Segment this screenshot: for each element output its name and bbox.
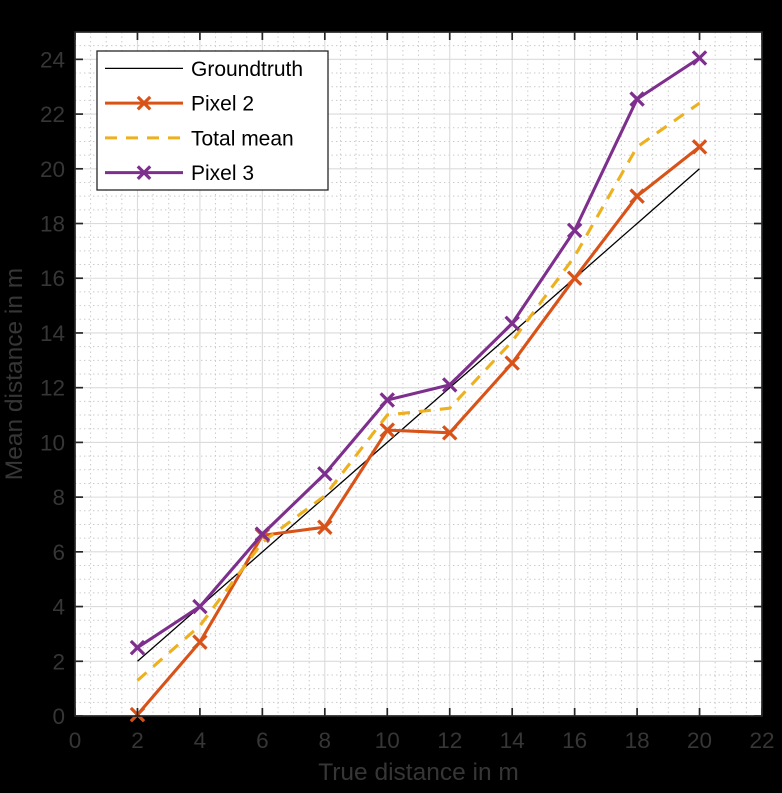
series-layer [129, 50, 708, 723]
y-tick-label: 4 [52, 595, 65, 620]
y-tick-label: 0 [52, 704, 65, 729]
y-tick-label: 12 [40, 376, 65, 401]
y-tick-label: 16 [40, 266, 65, 291]
x-marker [441, 377, 458, 393]
x-marker [504, 315, 520, 332]
x-tick-label: 6 [256, 728, 269, 753]
legend-label: Total mean [191, 127, 294, 150]
legend-label: Groundtruth [191, 58, 303, 81]
x-marker [192, 634, 208, 650]
x-tick-label: 8 [319, 728, 332, 753]
y-axis-label: Mean distance in m [1, 268, 28, 480]
x-marker [254, 526, 271, 542]
x-marker [566, 270, 583, 286]
series-line-pixel-2 [136, 145, 701, 716]
x-marker [192, 598, 208, 615]
axes-border [74, 31, 763, 717]
x-marker [504, 355, 520, 371]
legend-label: Pixel 2 [191, 93, 254, 116]
legend: Groundtruth Pixel 2 Total mean Pixel 3 [96, 50, 329, 191]
x-marker [317, 519, 333, 535]
x-marker [629, 91, 645, 107]
x-tick-label: 4 [194, 728, 207, 753]
y-tick-label: 6 [52, 540, 65, 565]
legend-x-marker [136, 165, 152, 180]
x-tick-label: 22 [749, 728, 774, 753]
x-tick-label: 10 [375, 728, 400, 753]
x-tick-label: 12 [437, 728, 462, 753]
legend-box [96, 50, 329, 191]
x-marker [691, 139, 708, 155]
x-marker [379, 392, 396, 408]
x-marker [629, 188, 645, 204]
series-line-groundtruth [137, 168, 700, 662]
y-tick-label: 20 [40, 157, 65, 182]
legend-label: Pixel 3 [191, 162, 254, 185]
y-tick-label: 10 [40, 430, 65, 455]
axes-layer [74, 31, 763, 717]
series-line-total-mean [136, 101, 701, 682]
legend-x-marker [136, 95, 152, 111]
axis-labels-layer: True distance in m Mean distance in m [1, 268, 519, 786]
y-tick-label: 24 [40, 47, 65, 72]
x-tick-label: 18 [625, 728, 650, 753]
y-tick-label: 2 [52, 649, 65, 674]
x-marker [441, 425, 458, 441]
y-tick-label: 8 [52, 485, 65, 510]
x-marker [691, 50, 708, 66]
x-tick-label: 14 [500, 728, 525, 753]
x-axis-label: True distance in m [318, 759, 519, 786]
series-line-pixel-3 [136, 56, 701, 649]
y-tick-label: 22 [40, 102, 65, 127]
x-tick-label: 2 [131, 728, 144, 753]
y-tick-label: 14 [40, 321, 65, 346]
x-marker [129, 639, 146, 656]
x-marker [317, 466, 333, 482]
x-marker [566, 222, 583, 239]
x-tick-label: 16 [562, 728, 587, 753]
x-tick-label: 0 [69, 728, 82, 753]
x-marker [379, 422, 396, 438]
x-tick-label: 20 [687, 728, 712, 753]
y-tick-label: 18 [40, 212, 65, 237]
